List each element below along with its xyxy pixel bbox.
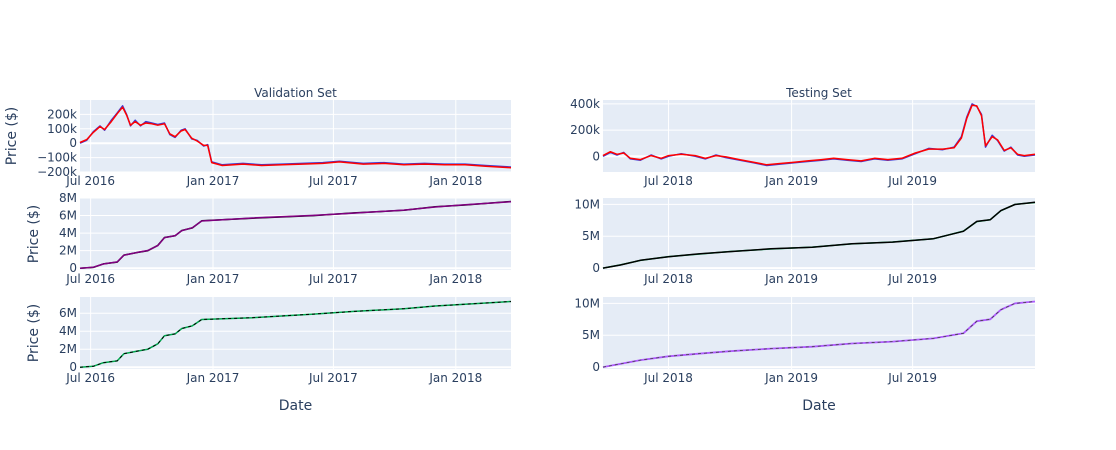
y-tick-label: 4M [59, 226, 77, 240]
panel-val-price: Jul 2016 Jan 2017 Jul 2017 Jan 2018 −200k−10… [4, 86, 512, 188]
y-tick-label: 2M [59, 244, 77, 258]
x-tick-label: Jan 2018 [428, 371, 482, 385]
y-tick-label: 0 [69, 261, 77, 275]
y-tick-label: 0 [69, 136, 77, 150]
x-axis-label: Date [279, 398, 312, 414]
x-tick-label: Jan 2017 [186, 174, 240, 188]
y-tick-label: −100k [37, 151, 77, 165]
plot-background [80, 297, 511, 369]
plot-background [80, 100, 511, 172]
x-tick-label: Jan 2018 [428, 272, 482, 286]
y-axis-label: Price ($) [26, 304, 42, 362]
panel-test-price: Jul 2018 Jan 2019 Jul 2019 0 200k 400k Testing… [570, 86, 1036, 188]
panel-test-cum2: Jul 2018 Jan 2019 Jul 2019 0 5M 10M Date [574, 296, 1036, 414]
y-tick-label: 5M [582, 328, 600, 342]
x-tick-label: Jul 2018 [643, 174, 693, 188]
panel-test-cum1: Jul 2018 Jan 2019 Jul 2019 0 5M 10M [574, 197, 1036, 286]
x-tick-label: Jul 2019 [887, 272, 937, 286]
y-axis-label: Price ($) [26, 205, 42, 263]
plot-background [603, 198, 1035, 270]
x-tick-label: Jan 2019 [764, 174, 818, 188]
y-tick-label: 6M [59, 209, 77, 223]
y-tick-label: 400k [570, 97, 600, 111]
x-tick-label: Jul 2017 [308, 174, 358, 188]
y-tick-label: 200k [570, 123, 600, 137]
x-tick-label: Jan 2017 [186, 272, 240, 286]
x-tick-label: Jan 2019 [764, 371, 818, 385]
series-line-1 [79, 106, 512, 169]
x-tick-label: Jul 2016 [65, 371, 115, 385]
plot-background [80, 198, 511, 270]
x-tick-label: Jul 2018 [643, 272, 693, 286]
x-tick-label: Jul 2019 [887, 371, 937, 385]
series-line-1 [602, 201, 1036, 269]
y-tick-label: 200k [47, 107, 77, 121]
x-tick-label: Jan 2018 [428, 174, 482, 188]
x-tick-label: Jul 2019 [887, 174, 937, 188]
y-tick-label: 0 [69, 360, 77, 374]
panel-val-cum1: Jul 2016 Jan 2017 Jul 2017 Jan 2018 0 2M 4M 6M 8… [26, 191, 512, 286]
y-tick-label: 10M [574, 296, 600, 310]
y-tick-label: 0 [592, 360, 600, 374]
x-tick-label: Jul 2017 [308, 272, 358, 286]
y-axis-label: Price ($) [4, 107, 20, 165]
y-tick-label: 5M [582, 229, 600, 243]
subplot-title: Validation Set [254, 86, 337, 100]
x-tick-label: Jan 2017 [186, 371, 240, 385]
plot-background [603, 297, 1035, 369]
x-tick-label: Jul 2016 [65, 174, 115, 188]
x-axis-label: Date [802, 398, 835, 414]
x-tick-label: Jul 2016 [65, 272, 115, 286]
y-tick-label: 6M [59, 306, 77, 320]
series-line-1 [79, 301, 512, 368]
y-tick-label: 0 [592, 149, 600, 163]
x-tick-label: Jul 2018 [643, 371, 693, 385]
panel-val-cum2: Jul 2016 Jan 2017 Jul 2017 Jan 2018 0 2M 4M 6M P… [26, 297, 512, 414]
y-tick-label: 0 [592, 261, 600, 275]
series-line-1 [602, 104, 1036, 166]
subplot-title: Testing Set [785, 86, 852, 100]
y-tick-label: 4M [59, 324, 77, 338]
x-tick-label: Jan 2019 [764, 272, 818, 286]
x-tick-label: Jul 2017 [308, 371, 358, 385]
y-tick-label: 10M [574, 197, 600, 211]
y-tick-label: 8M [59, 191, 77, 205]
series-line-1 [602, 301, 1036, 368]
series-line-1 [79, 200, 512, 269]
y-tick-label: 100k [47, 122, 77, 136]
y-tick-label: −200k [37, 165, 77, 179]
y-tick-label: 2M [59, 342, 77, 356]
